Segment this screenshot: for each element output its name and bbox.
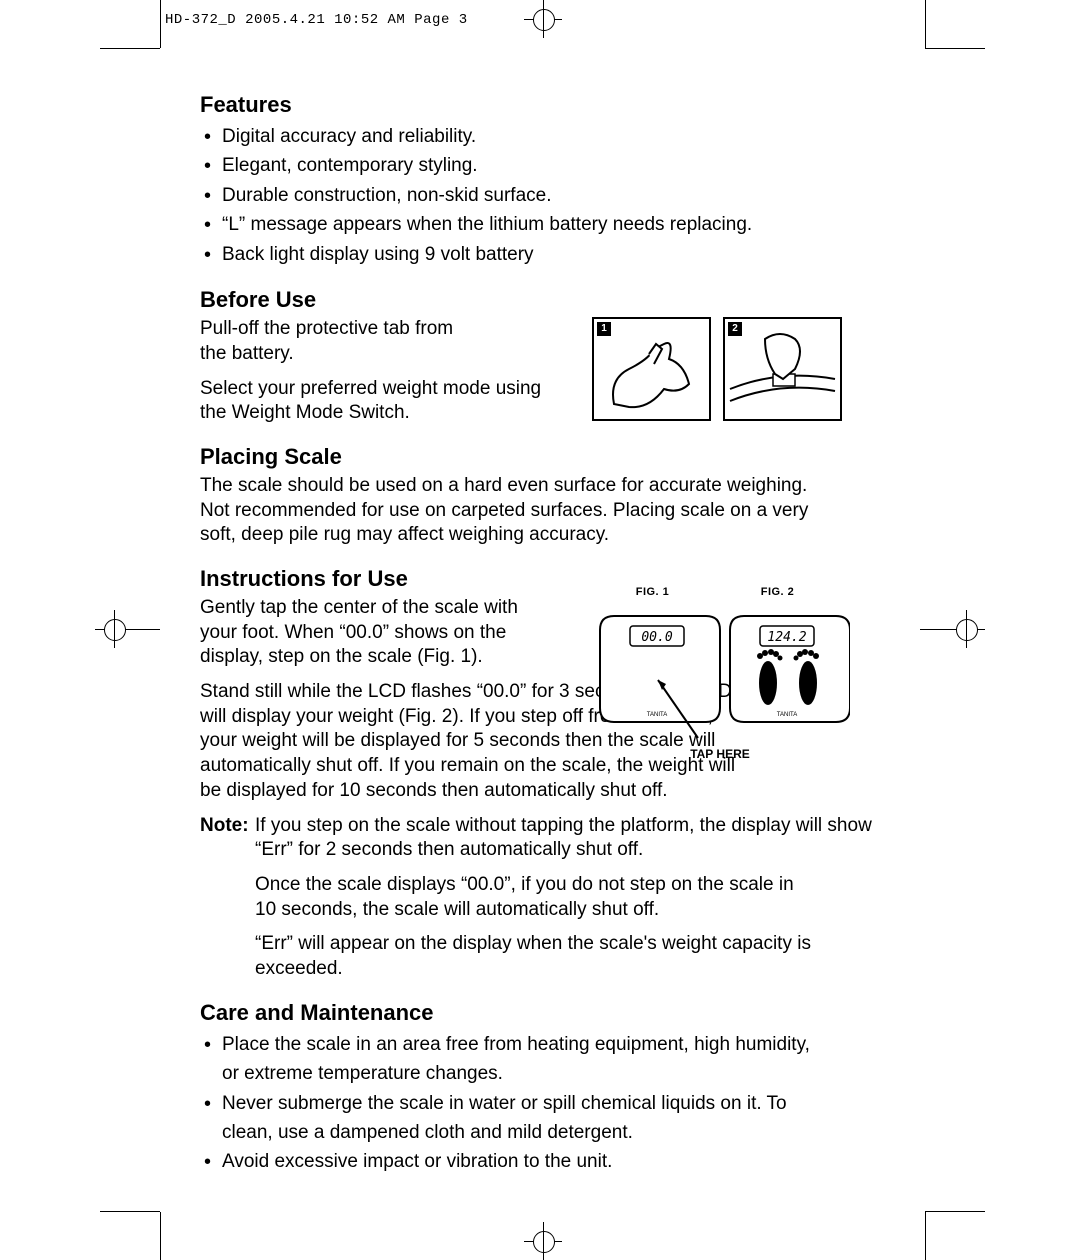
crop-mark: [132, 629, 160, 630]
fig2-display-value: 124.2: [767, 630, 806, 645]
list-item: Elegant, contemporary styling.: [200, 151, 880, 180]
crop-mark: [925, 1211, 985, 1212]
note-row: Note: If you step on the scale without t…: [200, 814, 880, 863]
placing-heading: Placing Scale: [200, 444, 880, 470]
care-heading: Care and Maintenance: [200, 1000, 880, 1026]
crop-mark: [925, 48, 985, 49]
features-list: Digital accuracy and reliability. Elegan…: [200, 122, 880, 269]
mode-switch-illustration-icon: [725, 319, 840, 419]
care-list: Place the scale in an area free from hea…: [200, 1030, 880, 1177]
features-heading: Features: [200, 92, 880, 118]
list-item: Avoid excessive impact or vibration to t…: [200, 1147, 880, 1176]
before-use-p1: Pull-off the protective tab from the bat…: [200, 317, 460, 366]
crop-mark: [160, 0, 161, 48]
content-column: Features Digital accuracy and reliabilit…: [200, 92, 880, 1195]
list-item: Place the scale in an area free from hea…: [200, 1030, 822, 1089]
figure-number-badge: 1: [597, 322, 611, 336]
list-item: “L” message appears when the lithium bat…: [200, 210, 880, 239]
placing-section: Placing Scale The scale should be used o…: [200, 444, 880, 548]
crop-mark: [100, 48, 160, 49]
note-text: Once the scale displays “00.0”, if you d…: [255, 873, 815, 922]
print-header: HD-372_D 2005.4.21 10:52 AM Page 3: [165, 12, 468, 28]
note-label: Note:: [200, 814, 255, 863]
note-text: If you step on the scale without tapping…: [255, 814, 880, 863]
scale-figures-icon: 00.0 TANITA 124.2 TANITA: [590, 598, 850, 778]
crop-mark: [925, 1212, 926, 1260]
registration-mark-icon: [524, 1222, 562, 1260]
list-item: Back light display using 9 volt battery: [200, 240, 880, 269]
svg-text:TANITA: TANITA: [647, 712, 667, 718]
fig1-label: FIG. 1: [636, 586, 670, 598]
note-text: “Err” will appear on the display when th…: [255, 932, 815, 981]
registration-mark-icon: [947, 610, 985, 648]
features-section: Features Digital accuracy and reliabilit…: [200, 92, 880, 269]
before-use-figures: 1 2: [592, 317, 842, 421]
figure-number-badge: 2: [728, 322, 742, 336]
care-section: Care and Maintenance Place the scale in …: [200, 1000, 880, 1177]
manual-page: HD-372_D 2005.4.21 10:52 AM Page 3 Featu…: [0, 0, 1080, 1260]
figure-mode-switch: 2: [723, 317, 842, 421]
fig2-label: FIG. 2: [761, 586, 795, 598]
list-item: Digital accuracy and reliability.: [200, 122, 880, 151]
registration-mark-icon: [524, 0, 562, 38]
before-use-p2: Select your preferred weight mode using …: [200, 377, 570, 426]
list-item: Durable construction, non-skid surface.: [200, 181, 880, 210]
crop-mark: [100, 1211, 160, 1212]
instructions-p1: Gently tap the center of the scale with …: [200, 596, 560, 670]
fig1-display-value: 00.0: [641, 630, 672, 645]
fig-label-row: FIG. 1 FIG. 2: [590, 586, 840, 598]
figure-battery-tab: 1: [592, 317, 711, 421]
registration-mark-icon: [95, 610, 133, 648]
instructions-section: Instructions for Use Gently tap the cent…: [200, 566, 880, 982]
instructions-figures: FIG. 1 FIG. 2 00.0 TANITA: [590, 590, 850, 783]
crop-mark: [925, 0, 926, 48]
tap-here-label: TAP HERE: [690, 747, 750, 761]
svg-text:TANITA: TANITA: [777, 712, 797, 718]
crop-mark: [920, 629, 948, 630]
crop-mark: [160, 1212, 161, 1260]
before-use-section: Before Use Pull-off the protective tab f…: [200, 287, 880, 426]
battery-tab-illustration-icon: [594, 319, 709, 419]
placing-p1: The scale should be used on a hard even …: [200, 474, 840, 548]
list-item: Never submerge the scale in water or spi…: [200, 1089, 842, 1148]
before-use-heading: Before Use: [200, 287, 880, 313]
